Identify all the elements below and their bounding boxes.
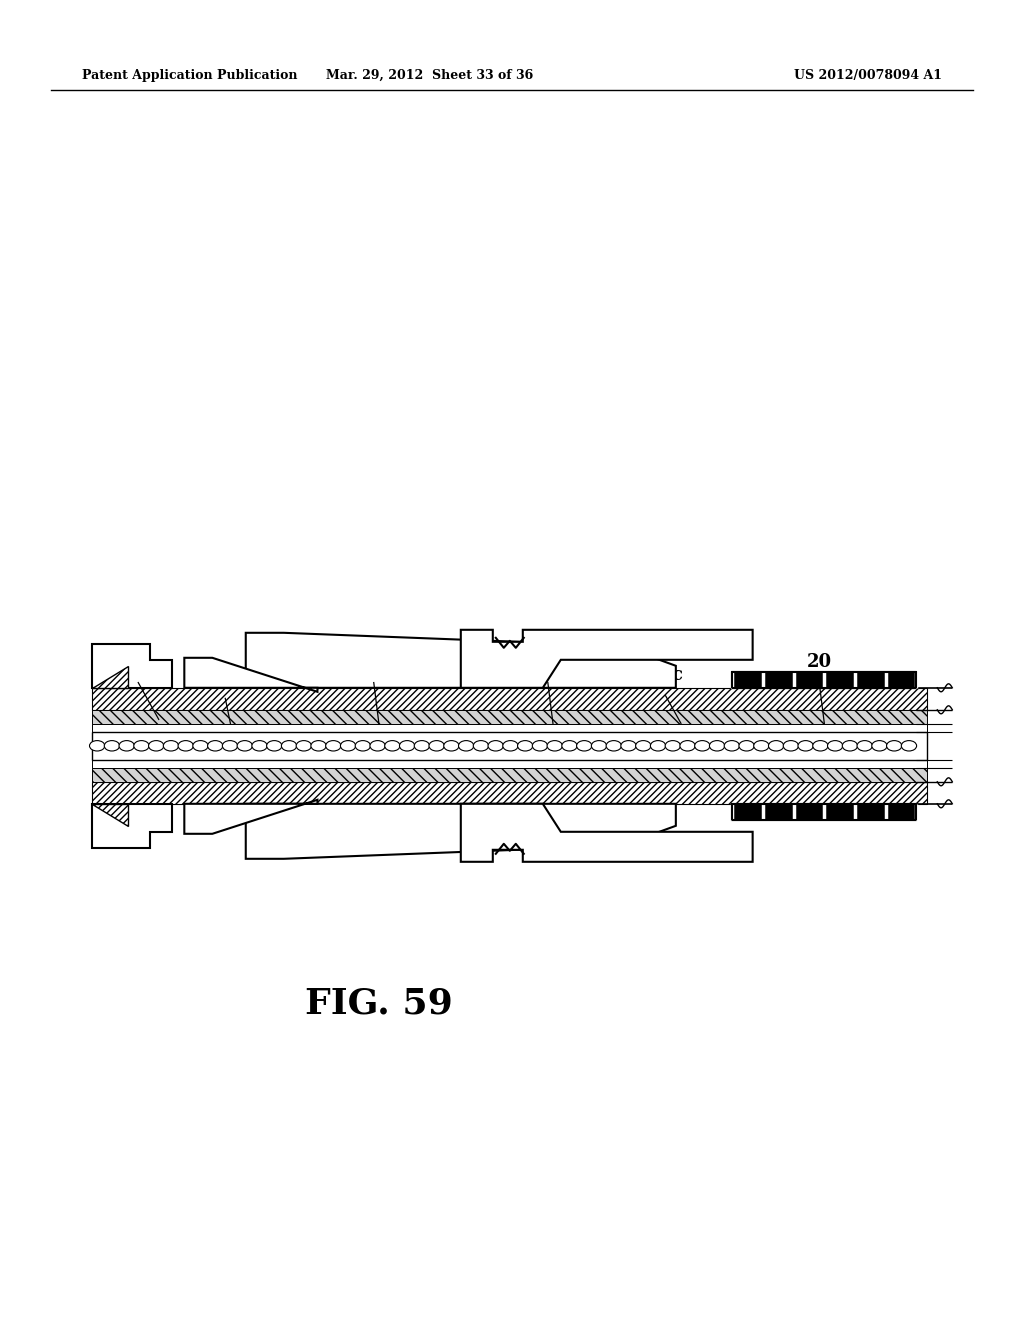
Ellipse shape <box>429 741 444 751</box>
Ellipse shape <box>459 741 474 751</box>
Ellipse shape <box>193 741 208 751</box>
Ellipse shape <box>843 741 857 751</box>
Polygon shape <box>184 657 317 692</box>
Ellipse shape <box>547 741 562 751</box>
Ellipse shape <box>591 741 606 751</box>
Ellipse shape <box>89 741 104 751</box>
Polygon shape <box>246 632 676 688</box>
Ellipse shape <box>901 741 916 751</box>
Text: 59: 59 <box>126 652 151 671</box>
Ellipse shape <box>871 741 887 751</box>
Ellipse shape <box>636 741 651 751</box>
Polygon shape <box>92 644 172 688</box>
Ellipse shape <box>827 741 843 751</box>
Ellipse shape <box>768 741 783 751</box>
Ellipse shape <box>340 741 355 751</box>
Ellipse shape <box>798 741 813 751</box>
Bar <box>92 723 927 731</box>
Text: 20: 20 <box>807 652 831 671</box>
Ellipse shape <box>532 741 548 751</box>
Text: Mar. 29, 2012  Sheet 33 of 36: Mar. 29, 2012 Sheet 33 of 36 <box>327 69 534 82</box>
Ellipse shape <box>222 741 238 751</box>
Ellipse shape <box>503 741 518 751</box>
Ellipse shape <box>517 741 532 751</box>
Ellipse shape <box>562 741 578 751</box>
Bar <box>92 688 927 710</box>
Text: US 2012/0078094 A1: US 2012/0078094 A1 <box>794 69 942 82</box>
Ellipse shape <box>739 741 755 751</box>
Ellipse shape <box>282 741 297 751</box>
Text: FIG. 59: FIG. 59 <box>305 986 453 1020</box>
Ellipse shape <box>443 741 459 751</box>
Ellipse shape <box>887 741 902 751</box>
Ellipse shape <box>813 741 828 751</box>
Ellipse shape <box>650 741 666 751</box>
Text: 63: 63 <box>536 652 560 671</box>
Ellipse shape <box>783 741 799 751</box>
Ellipse shape <box>473 741 488 751</box>
Ellipse shape <box>238 741 252 751</box>
Ellipse shape <box>252 741 267 751</box>
Ellipse shape <box>694 741 710 751</box>
Ellipse shape <box>488 741 504 751</box>
Ellipse shape <box>857 741 872 751</box>
Polygon shape <box>92 665 128 688</box>
Ellipse shape <box>399 741 415 751</box>
Text: Patent Application Publication: Patent Application Publication <box>82 69 297 82</box>
Ellipse shape <box>134 741 150 751</box>
Text: 62: 62 <box>213 668 238 686</box>
Ellipse shape <box>311 741 327 751</box>
Bar <box>92 760 927 768</box>
Ellipse shape <box>680 741 695 751</box>
Polygon shape <box>732 804 916 820</box>
Text: 18c: 18c <box>647 665 684 684</box>
Ellipse shape <box>710 741 725 751</box>
Ellipse shape <box>415 741 429 751</box>
Text: 60: 60 <box>361 652 386 671</box>
Ellipse shape <box>355 741 371 751</box>
Ellipse shape <box>606 741 622 751</box>
Ellipse shape <box>148 741 164 751</box>
Polygon shape <box>92 804 172 847</box>
Bar <box>92 768 927 781</box>
Ellipse shape <box>266 741 282 751</box>
Ellipse shape <box>370 741 385 751</box>
Bar <box>92 781 927 804</box>
Ellipse shape <box>104 741 120 751</box>
Ellipse shape <box>385 741 400 751</box>
Ellipse shape <box>577 741 592 751</box>
Bar <box>92 710 927 723</box>
Ellipse shape <box>754 741 769 751</box>
Ellipse shape <box>326 741 341 751</box>
Ellipse shape <box>208 741 223 751</box>
Polygon shape <box>461 630 753 688</box>
Ellipse shape <box>178 741 194 751</box>
Ellipse shape <box>621 741 636 751</box>
Ellipse shape <box>119 741 134 751</box>
Ellipse shape <box>163 741 178 751</box>
Polygon shape <box>461 804 753 862</box>
Polygon shape <box>732 672 916 688</box>
Bar <box>92 731 927 760</box>
Polygon shape <box>184 800 317 834</box>
Ellipse shape <box>296 741 311 751</box>
Ellipse shape <box>724 741 739 751</box>
Polygon shape <box>92 804 128 826</box>
Polygon shape <box>246 804 676 859</box>
Ellipse shape <box>666 741 681 751</box>
